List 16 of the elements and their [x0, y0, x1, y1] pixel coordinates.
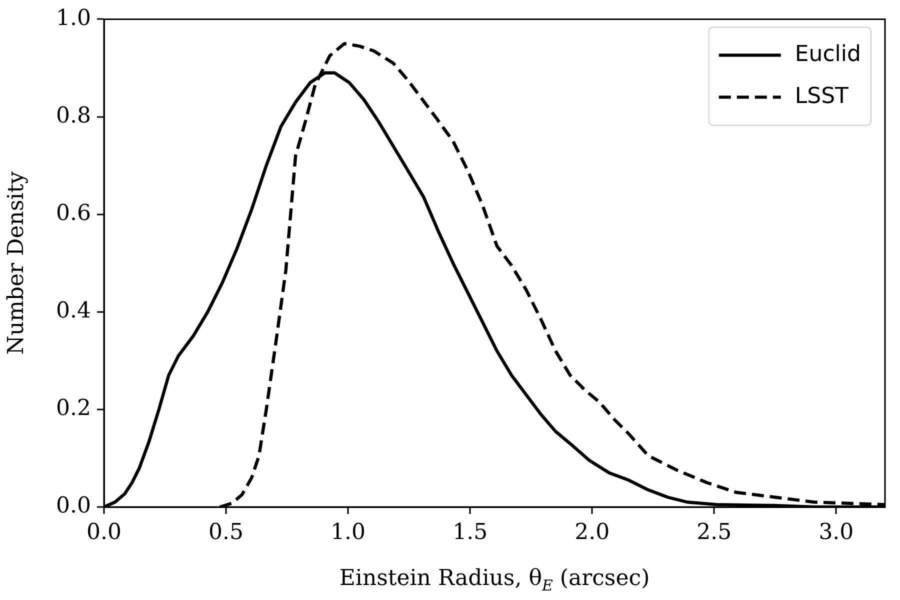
x-tick-label: 1.0 [330, 520, 366, 545]
y-tick-label: 0.2 [56, 396, 91, 422]
x-tick-label: 2.0 [574, 520, 610, 545]
y-tick-label: 0.4 [56, 298, 91, 324]
y-tick-label: 0.0 [56, 494, 91, 519]
y-tick-label: 1.0 [56, 6, 91, 31]
x-tick-label: 3.0 [818, 520, 854, 545]
legend-label: LSST [794, 84, 850, 109]
y-axis-title: Number Density [4, 170, 29, 355]
x-tick-label: 0.0 [86, 520, 122, 545]
x-tick-label: 2.5 [696, 520, 732, 545]
legend-label: Euclid [794, 42, 862, 67]
y-tick-label: 0.6 [56, 201, 91, 226]
x-tick-label: 0.5 [208, 520, 244, 545]
x-tick-label: 1.5 [452, 520, 488, 545]
y-tick-label: 0.8 [56, 103, 91, 128]
